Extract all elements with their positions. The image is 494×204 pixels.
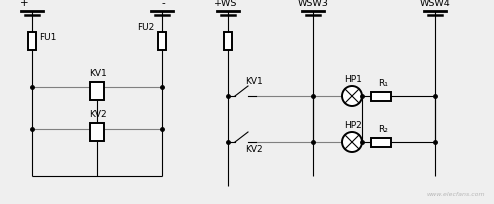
Bar <box>371 138 391 147</box>
Text: +WS: +WS <box>214 0 238 8</box>
Text: FU2: FU2 <box>137 23 154 32</box>
Bar <box>28 33 36 51</box>
Text: www.elecfans.com: www.elecfans.com <box>426 191 485 196</box>
Text: WSW3: WSW3 <box>297 0 329 8</box>
Text: WSW4: WSW4 <box>419 0 451 8</box>
Bar <box>90 123 104 141</box>
Bar <box>224 33 232 51</box>
Text: KV1: KV1 <box>89 69 107 78</box>
Bar <box>158 33 166 51</box>
Text: R₂: R₂ <box>378 124 388 133</box>
Text: FU1: FU1 <box>39 33 56 42</box>
Text: +: + <box>20 0 28 8</box>
Text: HP2: HP2 <box>344 120 362 129</box>
Circle shape <box>342 132 362 152</box>
Text: KV2: KV2 <box>245 144 263 153</box>
Text: R₁: R₁ <box>378 79 388 88</box>
Text: KV1: KV1 <box>245 77 263 86</box>
Bar <box>371 92 391 101</box>
Circle shape <box>342 86 362 106</box>
Text: -: - <box>161 0 165 8</box>
Bar <box>90 83 104 101</box>
Text: KV2: KV2 <box>89 110 107 118</box>
Text: HP1: HP1 <box>344 75 362 84</box>
